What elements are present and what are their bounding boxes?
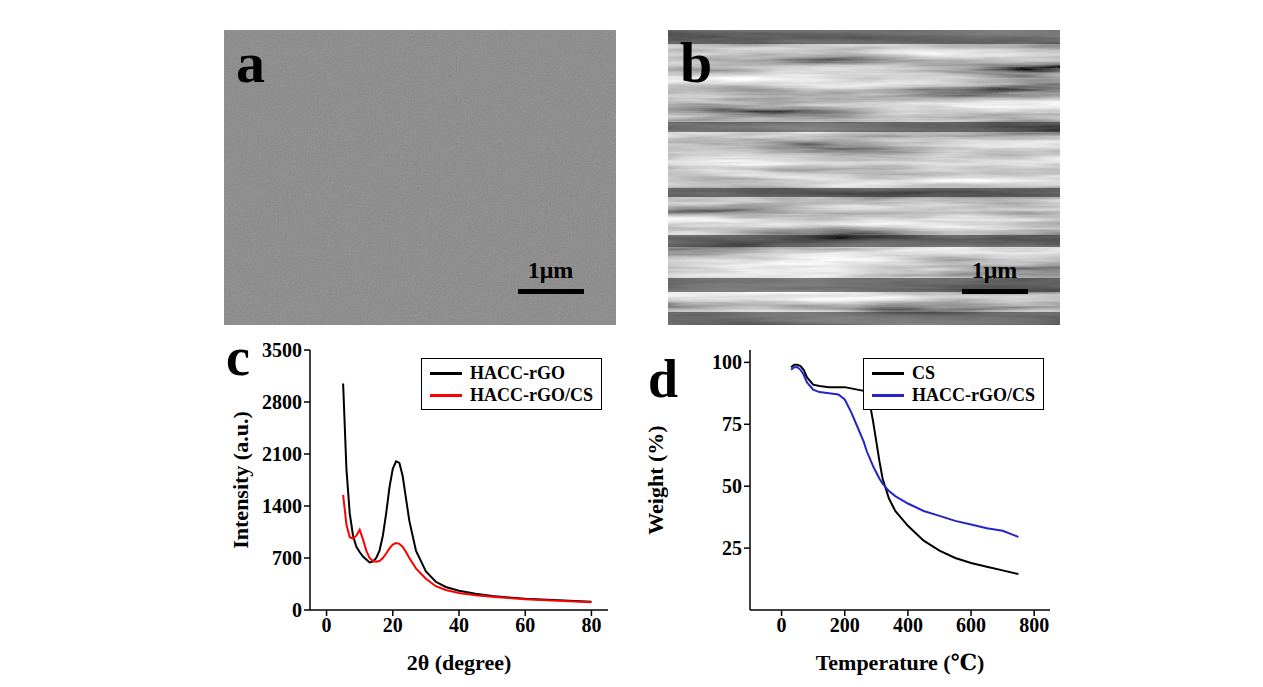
html-text:c: c — [226, 327, 250, 387]
svg-text:40: 40 — [449, 614, 469, 636]
html-text:a: a — [236, 30, 265, 95]
svg-text:0: 0 — [322, 614, 332, 636]
html-text:Intensity (a.u.): Intensity (a.u.) — [228, 411, 253, 549]
svg-text:75: 75 — [722, 413, 742, 435]
svg-text:80: 80 — [581, 614, 601, 636]
html-text:1μm: 1μm — [971, 257, 1018, 283]
svg-text:0: 0 — [777, 614, 787, 636]
svg-text:800: 800 — [1019, 614, 1049, 636]
html-text:2θ (degree): 2θ (degree) — [406, 650, 512, 675]
svg-text:700: 700 — [272, 547, 302, 569]
html-text:CS: CS — [912, 362, 935, 383]
svg-text:60: 60 — [515, 614, 535, 636]
svg-text:100: 100 — [712, 351, 742, 373]
html-text:Temperature (℃): Temperature (℃) — [815, 650, 985, 675]
html-text:1μm: 1μm — [527, 257, 574, 283]
html-text:b: b — [680, 30, 713, 95]
svg-text:1400: 1400 — [262, 495, 302, 517]
svg-text:20: 20 — [383, 614, 403, 636]
html-text:HACC-rGO/CS: HACC-rGO/CS — [470, 384, 593, 405]
svg-text:25: 25 — [722, 537, 742, 559]
svg-text:600: 600 — [956, 614, 986, 636]
html-text:HACC-rGO/CS: HACC-rGO/CS — [912, 384, 1035, 405]
svg-text:2100: 2100 — [262, 443, 302, 465]
svg-text:0: 0 — [292, 599, 302, 621]
html-text:Weight (%): Weight (%) — [643, 425, 668, 535]
html-text:d: d — [648, 349, 678, 409]
svg-text:50: 50 — [722, 475, 742, 497]
html-text:HACC-rGO: HACC-rGO — [470, 362, 565, 383]
svg-text:2800: 2800 — [262, 391, 302, 413]
svg-text:3500: 3500 — [262, 339, 302, 361]
svg-text:400: 400 — [893, 614, 923, 636]
svg-text:200: 200 — [830, 614, 860, 636]
